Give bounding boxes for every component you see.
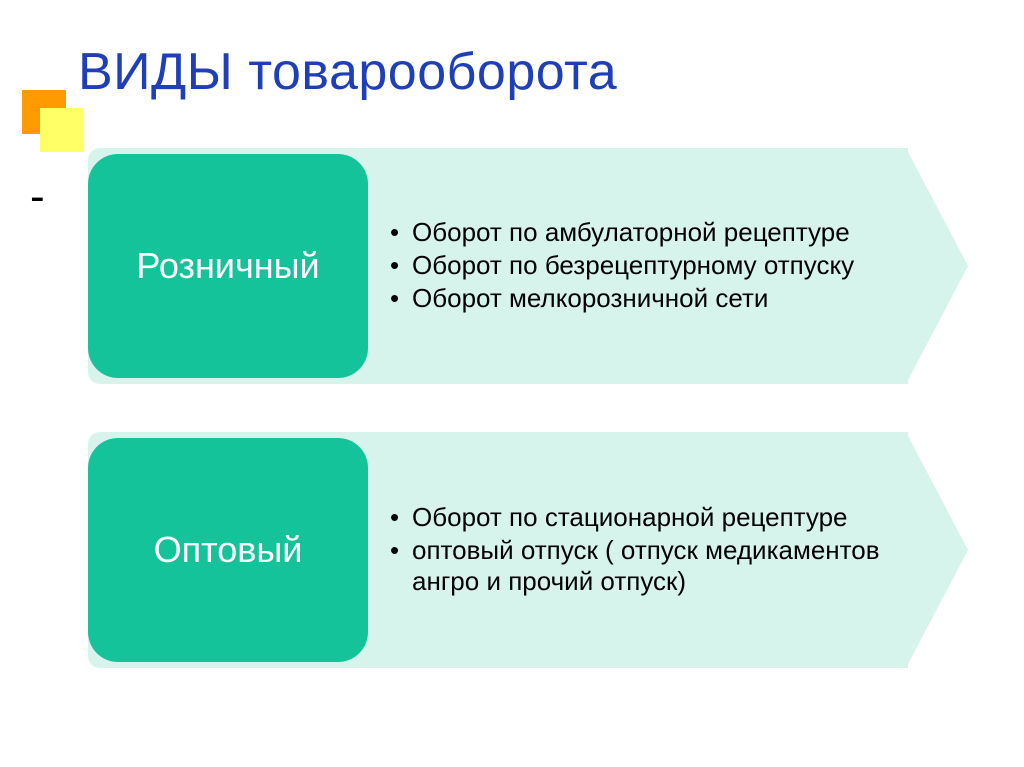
badge-label: Розничный: [136, 245, 319, 287]
list-item: оптовый отпуск ( отпуск медикаментов анг…: [388, 535, 898, 598]
decor-square-yellow: [40, 108, 84, 152]
category-badge-wholesale: Оптовый: [88, 438, 368, 662]
turnover-block-retail: Розничный Оборот по амбулаторной рецепту…: [88, 148, 968, 384]
badge-label: Оптовый: [154, 529, 303, 571]
category-badge-retail: Розничный: [88, 154, 368, 378]
bullet-list-wholesale: Оборот по стационарной рецептуре оптовый…: [388, 432, 908, 668]
list-item: Оборот по безрецептурному отпуску: [388, 250, 898, 282]
bullet-list-retail: Оборот по амбулаторной рецептуре Оборот …: [388, 148, 908, 384]
turnover-block-wholesale: Оптовый Оборот по стационарной рецептуре…: [88, 432, 968, 668]
list-item: Оборот по стационарной рецептуре: [388, 502, 898, 534]
page-title: ВИДЫ товарооборота: [78, 42, 617, 102]
dash-mark: -: [30, 172, 45, 222]
list-item: Оборот мелкорозничной сети: [388, 283, 898, 315]
list-item: Оборот по амбулаторной рецептуре: [388, 217, 898, 249]
arrow-head-icon: [906, 148, 968, 384]
arrow-head-icon: [906, 432, 968, 668]
